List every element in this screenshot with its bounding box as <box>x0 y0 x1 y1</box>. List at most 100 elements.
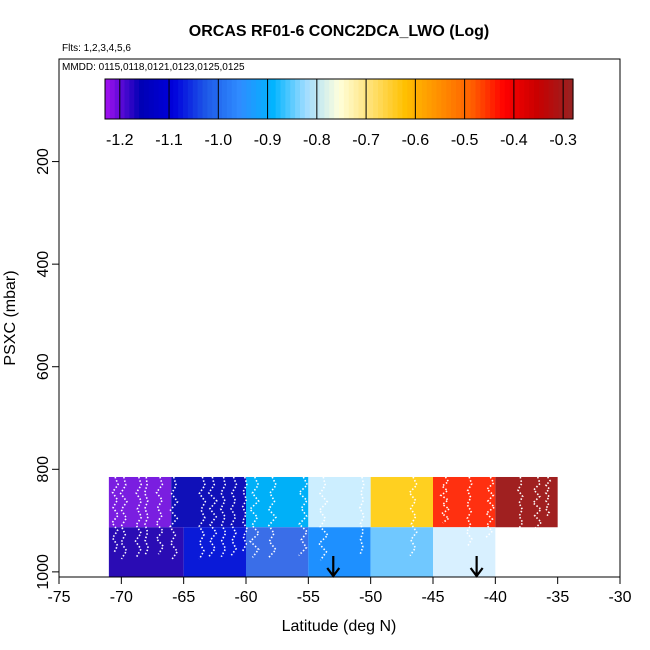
x-tick-label: -60 <box>234 589 257 606</box>
flights-subtitle: Flts: 1,2,3,4,5,6 <box>62 43 131 54</box>
flight-track <box>219 476 227 558</box>
heatmap-cell <box>495 476 558 528</box>
x-tick-label: -65 <box>172 589 195 606</box>
colorbar-segment <box>309 79 316 119</box>
y-tick-label: 600 <box>35 353 52 380</box>
colorbar-segment <box>109 79 116 119</box>
flight-track <box>155 476 165 555</box>
colorbar-segment <box>280 79 286 119</box>
colorbar-segment <box>558 79 564 119</box>
flight-track <box>198 476 207 560</box>
colorbar-tick-label: -1.2 <box>106 132 134 149</box>
chart-title: ORCAS RF01-6 CONC2DCA_LWO (Log) <box>189 23 489 40</box>
arrow-marker <box>326 556 341 578</box>
colorbar-tick-label: -0.8 <box>303 132 331 149</box>
heatmap-cell <box>308 476 371 528</box>
colorbar-segment <box>529 79 535 119</box>
colorbar-segment <box>553 79 559 119</box>
flight-track <box>439 476 451 524</box>
flight-track <box>544 476 552 518</box>
colorbar-segment <box>270 79 277 119</box>
colorbar-segment <box>485 79 491 119</box>
colorbar-segment <box>421 79 428 119</box>
colorbar-segment <box>382 79 389 119</box>
arrow-marker <box>469 556 484 578</box>
colorbar-segment <box>417 79 423 119</box>
colorbar-segment <box>392 79 399 119</box>
colorbar-segment <box>353 79 360 119</box>
heatmap-cell <box>246 476 309 528</box>
colorbar-segment <box>139 79 145 119</box>
colorbar-segment <box>543 79 550 119</box>
colorbar-segment <box>534 79 540 119</box>
x-tick-label: -30 <box>608 589 631 606</box>
colorbar-segment <box>163 79 169 119</box>
flight-track <box>465 476 473 547</box>
colorbar-segment <box>124 79 130 119</box>
colorbar-segment <box>207 79 213 119</box>
colorbar-segment <box>158 79 165 119</box>
colorbar-segment <box>475 79 481 119</box>
colorbar-segment <box>134 79 140 119</box>
y-tick-label: 800 <box>35 456 52 483</box>
colorbar-segment <box>202 79 208 119</box>
colorbar-segment <box>441 79 447 119</box>
colorbar-segment <box>460 79 467 119</box>
y-tick-label: 1000 <box>35 554 52 590</box>
flight-track <box>229 476 238 558</box>
colorbar-segment <box>504 79 511 119</box>
colorbar-tick-label: -1.1 <box>155 132 183 149</box>
colorbar-segment <box>373 79 379 119</box>
flight-track <box>169 476 179 561</box>
colorbar-segment <box>446 79 452 119</box>
colorbar-segment <box>490 79 496 119</box>
colorbar-segment <box>509 79 516 119</box>
colorbar-segment <box>470 79 477 119</box>
colorbar-segment <box>153 79 160 119</box>
colorbar-segment <box>334 79 340 119</box>
colorbar-segment <box>368 79 374 119</box>
heatmap-cell <box>108 527 184 577</box>
arrow-markers <box>326 556 484 578</box>
colorbar-segment <box>192 79 199 119</box>
x-tick-label: -55 <box>297 589 320 606</box>
x-tick-label: -35 <box>546 589 569 606</box>
x-tick-label: -40 <box>484 589 507 606</box>
colorbar-segment <box>538 79 545 119</box>
colorbar-segment <box>436 79 442 119</box>
colorbar-segment <box>173 79 179 119</box>
colorbar-tick-label: -0.3 <box>549 132 577 149</box>
colorbar-segment <box>329 79 335 119</box>
colorbar-segment <box>324 79 330 119</box>
colorbar-segment <box>495 79 501 119</box>
heatmap-cell <box>308 527 371 577</box>
colorbar-segment <box>231 79 238 119</box>
colorbar-segment <box>168 79 174 119</box>
colorbar-segment <box>144 79 150 119</box>
flight-track <box>516 476 524 543</box>
colorbar-segment <box>480 79 486 119</box>
colorbar-segment <box>339 79 345 119</box>
colorbar-segment <box>187 79 194 119</box>
colorbar-tick-label: -0.7 <box>352 132 380 149</box>
heatmap-cells <box>108 476 558 577</box>
colorbar-segment <box>348 79 355 119</box>
colorbar-segment <box>378 79 384 119</box>
x-tick-label: -50 <box>359 589 382 606</box>
x-tick-label: -75 <box>47 589 70 606</box>
colorbar-segment <box>197 79 204 119</box>
heatmap-cell <box>433 476 496 528</box>
flight-track <box>317 476 329 561</box>
colorbar-segment <box>426 79 433 119</box>
colorbar-segment <box>465 79 472 119</box>
colorbar-segment <box>251 79 257 119</box>
dates-subtitle: MMDD: 0115,0118,0121,0123,0125,0125 <box>62 62 245 73</box>
colorbar-segment <box>387 79 394 119</box>
heatmap-cell <box>246 527 309 577</box>
y-axis: 200 400 600 800 1000 <box>35 148 59 590</box>
colorbar-segment <box>514 79 520 119</box>
colorbar-segment <box>241 79 247 119</box>
flight-track <box>267 476 278 559</box>
y-axis-label: PSXC (mbar) <box>2 270 19 365</box>
colorbar-segment <box>499 79 506 119</box>
